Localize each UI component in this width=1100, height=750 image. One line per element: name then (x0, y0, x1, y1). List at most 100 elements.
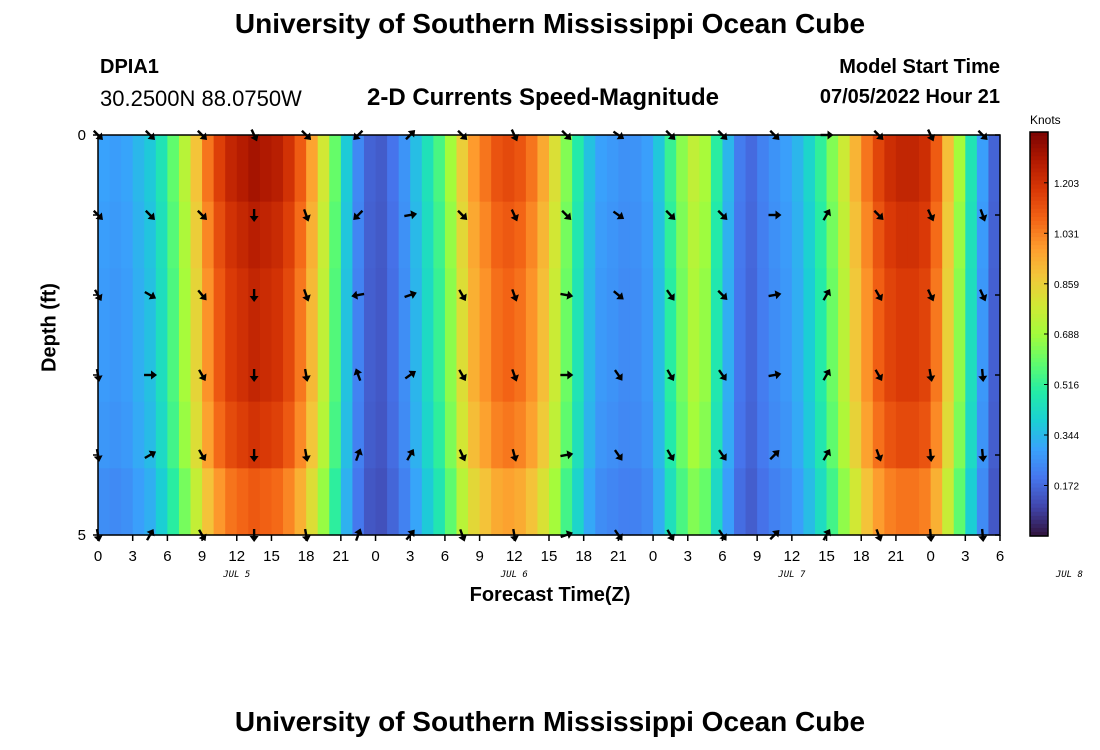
heatmap-cell (606, 201, 619, 269)
heatmap-cell (722, 468, 735, 536)
x-tick-label: 12 (784, 548, 801, 565)
colorbar-segment (1030, 233, 1048, 238)
x-tick-label: 15 (541, 548, 558, 565)
current-vector (354, 448, 363, 462)
heatmap-cell (444, 268, 458, 336)
colorbar-segment (1030, 273, 1048, 279)
heatmap-cell (387, 201, 400, 269)
heatmap-cell (838, 401, 851, 469)
current-vector (613, 449, 623, 461)
heatmap-cell (363, 468, 377, 536)
heatmap-cell (479, 135, 492, 203)
heatmap-cell (213, 335, 226, 403)
current-vector (717, 289, 728, 300)
heatmap-cell (121, 135, 134, 203)
colorbar-segment (1030, 301, 1048, 307)
colorbar-segment (1030, 224, 1048, 230)
current-vector (718, 369, 727, 381)
colorbar-segment (1030, 269, 1048, 274)
current-vector (718, 449, 727, 461)
heatmap-cell (768, 468, 781, 536)
x-tick-label: 6 (996, 548, 1004, 565)
heatmap-cell (491, 401, 504, 469)
colorbar-segment (1030, 495, 1048, 501)
heatmap-cell (606, 268, 619, 336)
current-vector (978, 368, 988, 382)
colorbar-segment (1030, 289, 1048, 295)
heatmap-cell (745, 135, 758, 203)
colorbar-segment (1030, 208, 1048, 214)
heatmap-cell (98, 468, 111, 536)
heatmap-cell (618, 468, 631, 536)
colorbar-tick-label: 0.859 (1054, 280, 1079, 291)
colorbar-segment (1030, 511, 1048, 517)
heatmap-cell (953, 135, 966, 203)
heatmap-cell (907, 335, 920, 403)
colorbar-segment (1030, 523, 1048, 529)
heatmap-cell (710, 201, 724, 269)
current-vector (458, 449, 467, 462)
x-tick-label: 3 (406, 548, 414, 565)
heatmap-cell (202, 401, 215, 469)
current-vector (406, 448, 415, 461)
heatmap-cell (363, 401, 377, 469)
heatmap-cell (398, 268, 411, 336)
heatmap-cell (433, 135, 446, 203)
heatmap-cell (525, 201, 539, 269)
x-tick-label: 9 (198, 548, 206, 565)
heatmap-cell (375, 468, 388, 536)
heatmap-cell (340, 335, 354, 403)
heatmap-cell (98, 401, 111, 469)
current-vector (198, 369, 207, 382)
heatmap-cell (768, 268, 781, 336)
heatmap-cell (132, 401, 145, 469)
heatmap-cell (375, 268, 388, 336)
heatmap-cell (687, 268, 700, 336)
heatmap-cell (710, 468, 724, 536)
heatmap-cell (502, 268, 515, 336)
heatmap-cell (965, 401, 978, 469)
heatmap-cell (687, 201, 700, 269)
current-vector (249, 529, 259, 542)
current-vector (768, 290, 782, 300)
heatmap-cell (433, 468, 446, 536)
heatmap-cell (780, 335, 793, 403)
heatmap-cell (248, 468, 261, 536)
heatmap-cell (549, 201, 562, 269)
heatmap-cell (178, 135, 192, 203)
heatmap-cell (121, 401, 134, 469)
heatmap-cell (271, 468, 284, 536)
heatmap-cell (329, 335, 342, 403)
heatmap-cell (132, 335, 145, 403)
heatmap-cell (745, 468, 758, 536)
heatmap-cell (352, 268, 365, 336)
model-start-value: 07/05/2022 Hour 21 (819, 86, 1000, 108)
x-tick-label: 9 (753, 548, 761, 565)
colorbar-segment (1030, 406, 1048, 412)
heatmap-cell (676, 401, 689, 469)
heatmap-cell (907, 401, 920, 469)
x-tick-label: 6 (441, 548, 449, 565)
colorbar-segment (1030, 216, 1048, 222)
heatmap-cell (757, 201, 770, 269)
heatmap-cell (884, 335, 897, 403)
heatmap-cell (780, 468, 793, 536)
colorbar-segment (1030, 168, 1048, 173)
heatmap-cell (363, 135, 377, 203)
x-tick-label: 12 (228, 548, 245, 565)
heatmap-cell (803, 401, 816, 469)
colorbar-tick-label: 0.516 (1054, 381, 1079, 392)
x-tick-label: 18 (575, 548, 592, 565)
colorbar-segment (1030, 426, 1048, 432)
heatmap-cell (618, 201, 631, 269)
heatmap-cell (942, 468, 955, 536)
heatmap-cell (803, 335, 816, 403)
heatmap-cell (306, 335, 319, 403)
heatmap-cell (872, 135, 885, 203)
heatmap-cell (109, 201, 122, 269)
current-vector (560, 370, 574, 380)
heatmap-cell (745, 268, 758, 336)
current-vector (978, 448, 988, 462)
heatmap-cell (502, 401, 515, 469)
heatmap-cell (109, 135, 122, 203)
